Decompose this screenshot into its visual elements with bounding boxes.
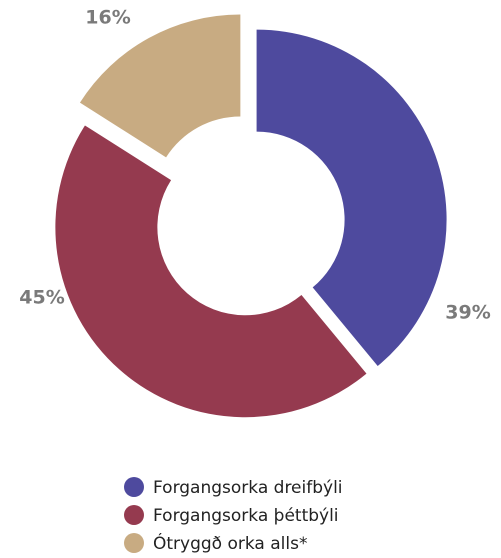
legend-label: Ótryggð orka alls* — [153, 532, 307, 554]
legend-swatch — [124, 533, 144, 553]
legend-swatch — [124, 477, 144, 497]
legend-swatch — [124, 505, 144, 525]
slice-label: 45% — [19, 287, 64, 309]
legend-label: Forgangsorka þéttbýli — [153, 506, 339, 526]
slice-label: 39% — [445, 302, 490, 324]
donut-slice — [55, 125, 367, 418]
donut-slice — [256, 29, 447, 367]
slice-label: 16% — [85, 7, 130, 29]
donut-slice — [79, 14, 241, 158]
legend-label: Forgangsorka dreifbýli — [153, 478, 343, 498]
